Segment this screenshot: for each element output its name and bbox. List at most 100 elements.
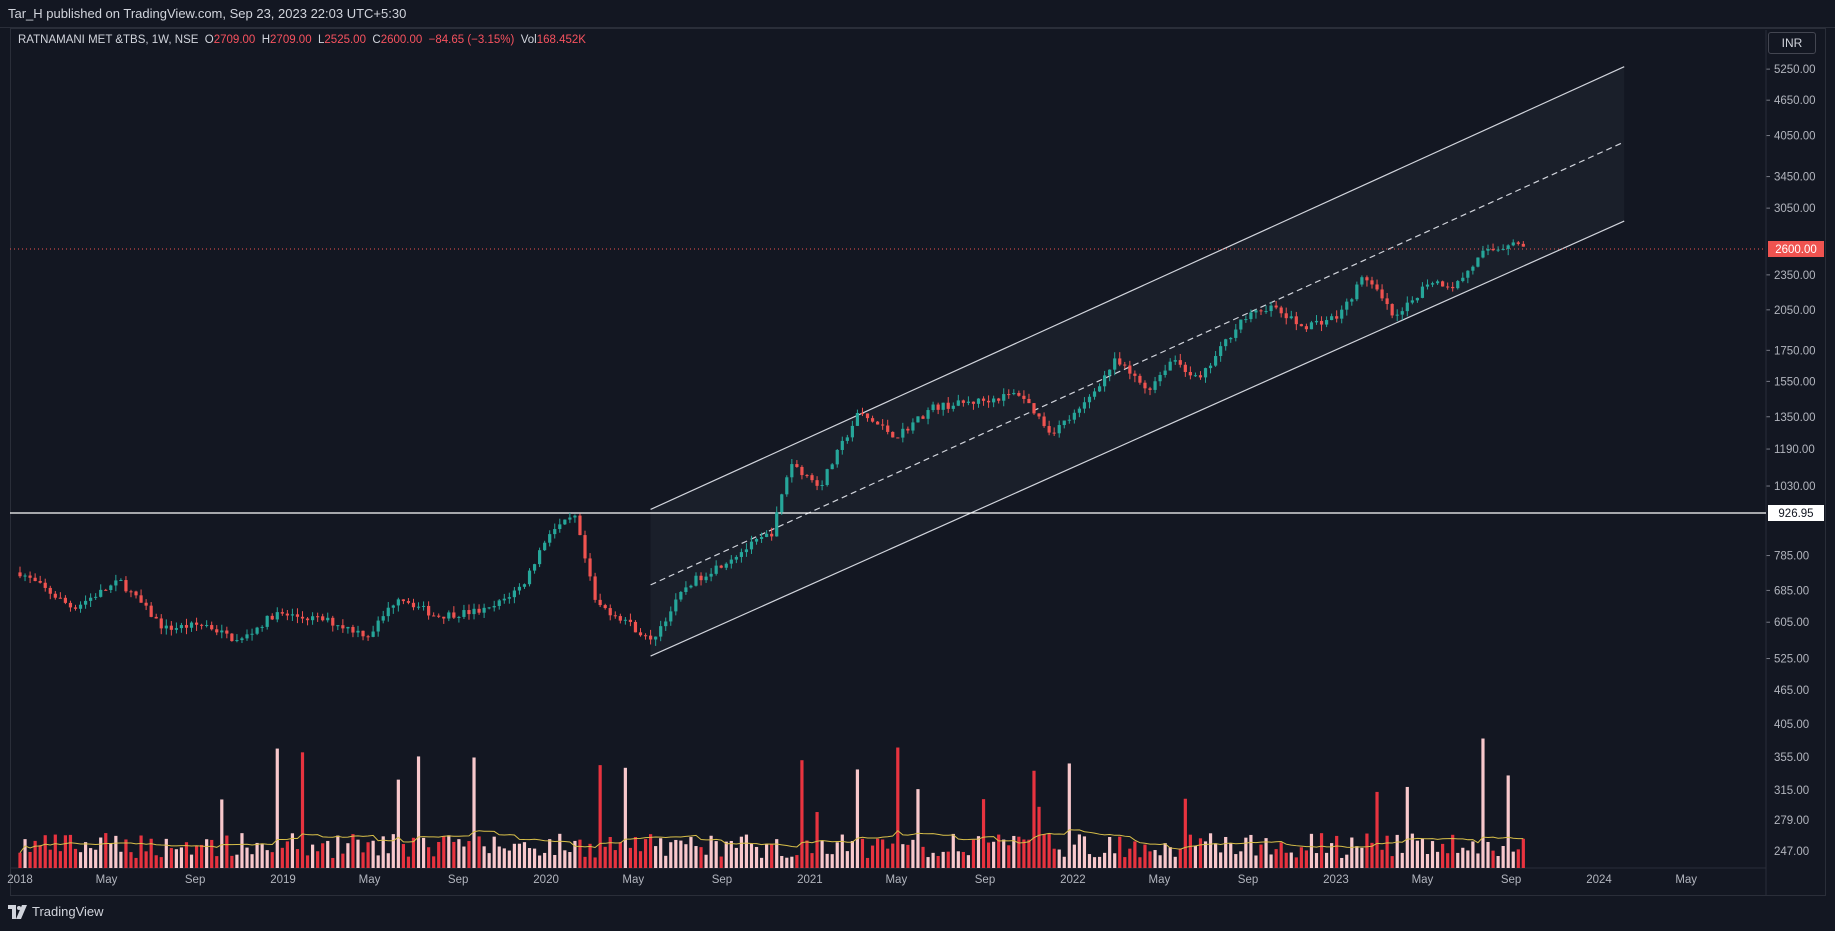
candle-body	[876, 421, 880, 425]
candle-body	[563, 519, 567, 525]
candle-body	[1481, 250, 1485, 258]
volume-bar	[1077, 834, 1081, 868]
volume-bar	[1148, 851, 1152, 868]
volume-bar	[1254, 855, 1258, 868]
volume-bar	[194, 845, 199, 868]
volume-bar	[63, 835, 68, 868]
volume-bar	[956, 851, 960, 868]
volume-bar	[598, 765, 602, 868]
candle-body	[1350, 299, 1354, 302]
candle-body	[1486, 248, 1490, 251]
candle-body	[1365, 277, 1369, 281]
y-tick-label: 1350.00	[1774, 412, 1816, 424]
volume-bar	[1355, 846, 1359, 868]
volume-bar	[341, 853, 345, 868]
volume-bar	[896, 747, 900, 868]
volume-bar	[775, 839, 779, 868]
volume-bar	[840, 834, 844, 868]
volume-bar	[174, 849, 178, 868]
candle-body	[1269, 305, 1273, 312]
volume-bar	[1350, 837, 1354, 868]
candle-body	[724, 563, 728, 568]
volume-bar	[1395, 834, 1399, 868]
volume-bar	[1360, 847, 1364, 868]
volume-bar	[1259, 844, 1263, 868]
x-tick-label: 2018	[7, 874, 33, 886]
volume-bar	[200, 844, 204, 868]
legend-open-value: 2709.00	[213, 34, 256, 46]
volume-bar	[351, 834, 355, 868]
candle-body	[104, 589, 108, 591]
volume-bar	[543, 852, 547, 868]
volume-bar	[770, 844, 774, 868]
candle-body	[316, 616, 320, 618]
candle-body	[659, 626, 663, 637]
candle-body	[43, 582, 47, 588]
candle-body	[255, 627, 259, 634]
volume-bar	[603, 846, 607, 868]
candle-body	[598, 599, 602, 606]
candle-body	[200, 624, 204, 626]
candle-body	[911, 422, 915, 431]
candle-body	[992, 398, 996, 403]
candle-body	[89, 597, 93, 601]
volume-bar	[442, 836, 446, 868]
candle-body	[280, 612, 284, 614]
volume-bar	[1062, 856, 1066, 868]
volume-bar	[1007, 845, 1011, 868]
volume-bar	[553, 854, 557, 868]
volume-bar	[916, 789, 920, 868]
candle-body	[1420, 286, 1425, 298]
currency-button[interactable]: INR	[1768, 32, 1816, 54]
volume-bar	[724, 841, 728, 868]
volume-bar	[134, 857, 138, 868]
volume-bar	[1214, 843, 1218, 868]
volume-bar	[976, 836, 981, 868]
candle-body	[770, 533, 774, 537]
footer-brand-label: TradingView	[32, 904, 104, 919]
volume-bar	[876, 838, 880, 868]
volume-bar	[1082, 836, 1087, 868]
x-tick-label: 2023	[1323, 874, 1349, 886]
volume-bar	[235, 854, 239, 868]
volume-bar	[43, 835, 47, 868]
candle-body	[416, 606, 421, 608]
volume-bar	[729, 840, 733, 868]
candle-body	[83, 600, 88, 605]
candle-body	[38, 580, 42, 583]
candle-body	[1183, 364, 1187, 372]
volume-bar	[1234, 854, 1238, 868]
volume-bar	[1163, 843, 1167, 868]
footer-brand[interactable]: TradingView	[8, 904, 104, 919]
x-tick-label: May	[96, 874, 118, 886]
y-tick-label: 247.00	[1774, 846, 1809, 858]
candle-body	[532, 564, 537, 571]
volume-bar	[1133, 841, 1137, 868]
volume-bar	[921, 846, 925, 868]
volume-bar	[901, 844, 905, 868]
candle-body	[941, 402, 945, 410]
volume-bar	[396, 779, 400, 868]
candle-body	[976, 398, 981, 404]
candle-body	[452, 612, 456, 618]
candle-body	[815, 480, 819, 486]
candle-body	[290, 614, 295, 616]
x-tick-label: Sep	[1501, 874, 1521, 886]
candle-body	[684, 587, 688, 592]
candle-body	[326, 617, 330, 621]
volume-bar	[981, 799, 986, 868]
candle-body	[1274, 305, 1278, 308]
candle-body	[860, 413, 865, 415]
candle-body	[744, 549, 749, 553]
candle-body	[588, 558, 592, 577]
volume-bar	[870, 845, 875, 868]
y-tick-label: 465.00	[1774, 685, 1809, 697]
volume-bar	[149, 838, 153, 868]
candle-body	[240, 638, 244, 641]
volume-bar	[825, 853, 829, 868]
volume-bar	[159, 857, 163, 868]
volume-bar	[1446, 853, 1450, 868]
candle-body	[1108, 369, 1112, 376]
candle-body	[99, 589, 103, 597]
